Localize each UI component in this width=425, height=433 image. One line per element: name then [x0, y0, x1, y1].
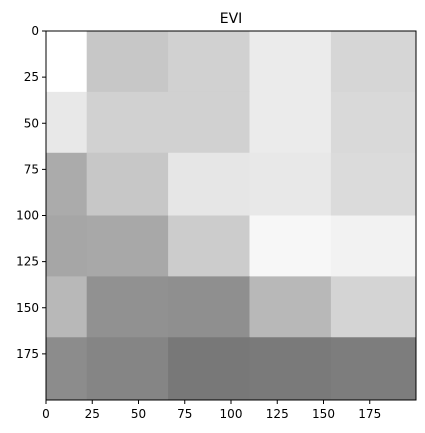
- heatmap-cells: [46, 31, 417, 401]
- heatmap-cell-r5-c4: [330, 337, 417, 401]
- heatmap-cell-r1-c2: [168, 91, 250, 154]
- x-tick-label: 75: [177, 407, 192, 421]
- y-tick-label: 0: [31, 24, 39, 38]
- heatmap-cell-r1-c0: [46, 91, 88, 154]
- y-tick-label: 175: [16, 347, 39, 361]
- heatmap-cell-r3-c3: [249, 215, 332, 277]
- x-axis: 0 25 50 75 100 125 150 175: [42, 400, 381, 421]
- heatmap-cell-r0-c0: [46, 31, 88, 93]
- heatmap-cell-r3-c2: [168, 215, 250, 277]
- chart-title: EVI: [220, 11, 243, 27]
- y-tick-label: 150: [16, 301, 39, 315]
- heatmap-cell-r4-c4: [330, 276, 417, 338]
- y-tick-label: 75: [24, 162, 39, 176]
- heatmap-cell-r4-c3: [249, 276, 332, 338]
- heatmap-cell-r1-c3: [249, 91, 332, 154]
- heatmap-cell-r1-c4: [330, 91, 417, 154]
- heatmap-cell-r0-c1: [86, 31, 169, 93]
- heatmap-cell-r4-c0: [46, 276, 88, 338]
- heatmap-cell-r3-c4: [330, 215, 417, 277]
- heatmap-cell-r5-c0: [46, 337, 88, 401]
- y-tick-label: 25: [24, 70, 39, 84]
- heatmap-cell-r2-c2: [168, 152, 250, 216]
- heatmap-cell-r0-c3: [249, 31, 332, 93]
- x-tick-label: 25: [85, 407, 100, 421]
- heatmap-cell-r2-c1: [86, 152, 169, 216]
- heatmap-cell-r5-c3: [249, 337, 332, 401]
- x-tick-label: 125: [266, 407, 289, 421]
- heatmap-cell-r1-c1: [86, 91, 169, 154]
- y-tick-label: 100: [16, 209, 39, 223]
- y-tick-label: 50: [24, 116, 39, 130]
- x-tick-label: 0: [42, 407, 50, 421]
- heatmap-cell-r0-c4: [330, 31, 417, 93]
- y-axis: 0 25 50 75 100 125 150 175: [16, 24, 46, 361]
- heatmap-cell-r3-c1: [86, 215, 169, 277]
- heatmap-cell-r3-c0: [46, 215, 88, 277]
- x-tick-label: 100: [220, 407, 243, 421]
- heatmap-cell-r2-c3: [249, 152, 332, 216]
- x-tick-label: 50: [131, 407, 146, 421]
- heatmap-cell-r5-c1: [86, 337, 169, 401]
- heatmap-cell-r2-c4: [330, 152, 417, 216]
- x-tick-label: 150: [312, 407, 335, 421]
- x-tick-label: 175: [358, 407, 381, 421]
- heatmap-cell-r2-c0: [46, 152, 88, 216]
- y-tick-label: 125: [16, 255, 39, 269]
- heatmap-cell-r0-c2: [168, 31, 250, 93]
- heatmap-cell-r4-c1: [86, 276, 169, 338]
- heatmap-cell-r5-c2: [168, 337, 250, 401]
- heatmap-cell-r4-c2: [168, 276, 250, 338]
